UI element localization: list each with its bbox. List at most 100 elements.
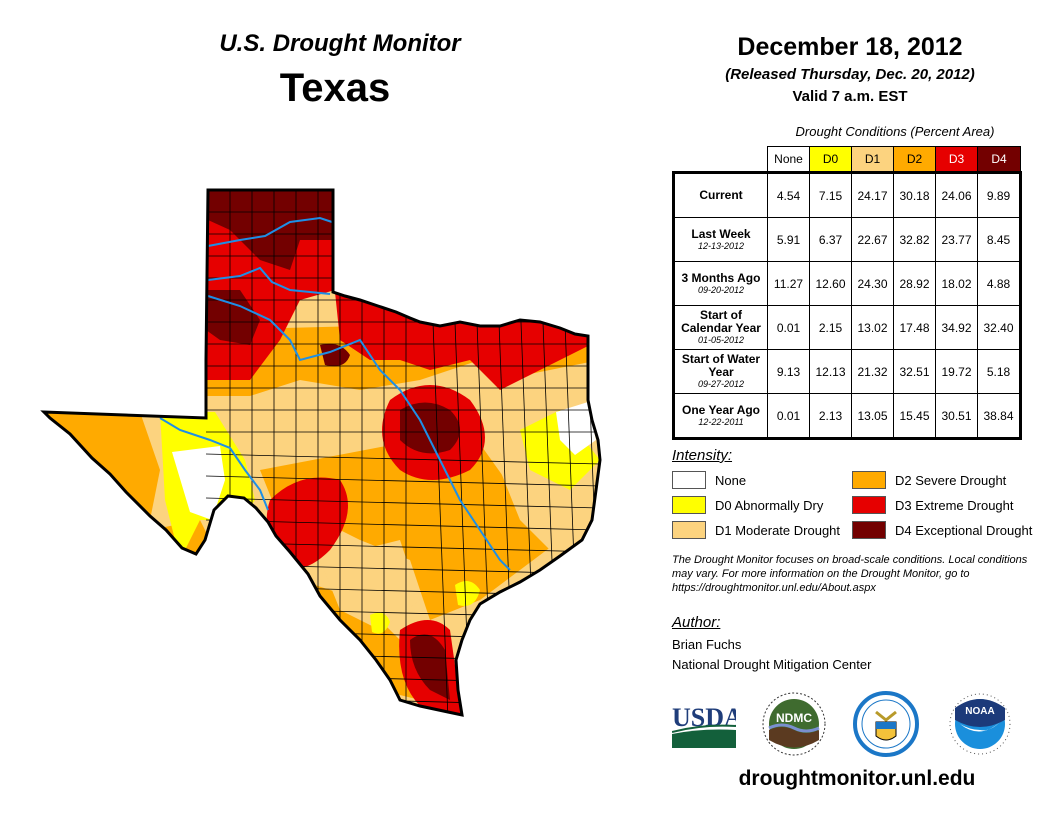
cell-d0: 7.15 xyxy=(809,171,852,218)
legend-label: D1 Moderate Drought xyxy=(715,522,841,538)
usda-logo-text: USDA xyxy=(672,703,736,732)
table-corner xyxy=(674,147,768,173)
noaa-logo: NOAA xyxy=(949,693,1011,755)
legend-swatch-d1 xyxy=(672,521,706,539)
commerce-seal-logo xyxy=(853,691,919,757)
row-label-date: 09-20-2012 xyxy=(697,284,745,295)
cell-d0: 12.13 xyxy=(809,349,852,394)
row-label-text: Start of Calendar Year xyxy=(681,308,761,335)
cell-d4: 4.88 xyxy=(977,261,1022,306)
map-date: December 18, 2012 xyxy=(737,33,963,61)
row-label-text: One Year Ago xyxy=(681,402,761,417)
cell-none: 0.01 xyxy=(767,393,810,440)
legend-item-d3: D3 Extreme Drought xyxy=(852,496,1014,514)
valid-time: Valid 7 a.m. EST xyxy=(792,88,908,105)
cell-d0: 6.37 xyxy=(809,217,852,262)
cell-d4: 8.45 xyxy=(977,217,1022,262)
cell-d2: 28.92 xyxy=(893,261,936,306)
cell-d3: 34.92 xyxy=(935,305,978,350)
noaa-logo-text: NOAA xyxy=(965,706,994,717)
region-d4 xyxy=(400,402,460,454)
legend-swatch-d3 xyxy=(852,496,886,514)
column-header-none: None xyxy=(767,146,810,173)
cell-d3: 19.72 xyxy=(935,349,978,394)
region-d4 xyxy=(410,634,450,700)
legend-item-none: None xyxy=(672,471,746,489)
row-label: One Year Ago 12-22-2011 xyxy=(672,393,768,440)
drought-regions xyxy=(44,190,600,728)
cell-d1: 13.02 xyxy=(851,305,894,350)
release-date: (Released Thursday, Dec. 20, 2012) xyxy=(725,66,975,83)
legend-label: D3 Extreme Drought xyxy=(895,497,1014,513)
cell-d1: 24.30 xyxy=(851,261,894,306)
row-label-date: 12-22-2011 xyxy=(698,416,744,427)
column-header-d1: D1 xyxy=(851,146,894,173)
region-d3 xyxy=(335,292,588,390)
row-label: Last Week 12-13-2012 xyxy=(672,217,768,262)
drought-conditions-table: None D0 D1 D2 D3 D4 Current 4.54 7.15 24.17 30.18… xyxy=(672,146,1022,440)
cell-none: 5.91 xyxy=(767,217,810,262)
row-label-text: Start of Water Year xyxy=(681,352,761,379)
region-d0 xyxy=(455,581,480,606)
column-header-d0: D0 xyxy=(809,146,852,173)
county-line xyxy=(205,453,600,465)
row-label: 3 Months Ago 09-20-2012 xyxy=(672,261,768,306)
cell-d4: 5.18 xyxy=(977,349,1022,394)
legend-item-d0: D0 Abnormally Dry xyxy=(672,496,823,514)
column-header-d2: D2 xyxy=(893,146,936,173)
ndmc-logo: NDMC xyxy=(762,692,826,756)
region-d0 xyxy=(370,612,390,634)
legend-swatch-d0 xyxy=(672,496,706,514)
cell-d4: 38.84 xyxy=(977,393,1022,440)
region-d4 xyxy=(206,290,260,345)
legend-swatch-none xyxy=(672,471,706,489)
legend-item-d4: D4 Exceptional Drought xyxy=(852,521,1032,539)
cell-d3: 18.02 xyxy=(935,261,978,306)
cell-d2: 32.82 xyxy=(893,217,936,262)
river-red-fork xyxy=(207,266,331,295)
cell-none: 11.27 xyxy=(767,261,810,306)
region-d1 xyxy=(320,540,420,630)
river-brazos xyxy=(207,295,511,571)
cell-d3: 23.77 xyxy=(935,217,978,262)
row-label-date: 01-05-2012 xyxy=(697,335,745,345)
cell-d0: 12.60 xyxy=(809,261,852,306)
row-label-text: 3 Months Ago xyxy=(681,270,761,285)
county-line xyxy=(205,497,600,509)
cell-d2: 32.51 xyxy=(893,349,936,394)
website-link[interactable]: droughtmonitor.unl.edu xyxy=(738,767,976,790)
row-label: Start of Water Year 09-27-2012 xyxy=(672,349,768,394)
table-row: One Year Ago 12-22-2011 0.01 2.13 13.05 15.45… xyxy=(672,393,1022,440)
row-label-date: 12-13-2012 xyxy=(697,240,745,251)
cell-d3: 30.51 xyxy=(935,393,978,440)
cell-d2: 15.45 xyxy=(893,393,936,440)
region-d0 xyxy=(520,410,600,490)
cell-d1: 22.67 xyxy=(851,217,894,262)
row-label-date: 09-27-2012 xyxy=(697,379,745,389)
disclaimer-note: The Drought Monitor focuses on broad-sca… xyxy=(672,554,1028,594)
row-label-text: Current xyxy=(699,188,743,202)
county-line xyxy=(205,519,600,531)
map-title: U.S. Drought Monitor xyxy=(219,30,461,57)
texas-drought-map xyxy=(42,188,602,728)
cell-d0: 2.15 xyxy=(809,305,852,350)
county-line xyxy=(205,475,600,487)
county-line xyxy=(206,718,600,728)
cell-d1: 24.17 xyxy=(851,171,894,218)
column-header-d4: D4 xyxy=(977,146,1021,173)
ndmc-logo-text: NDMC xyxy=(776,711,812,725)
region-none xyxy=(556,402,596,455)
river-pecos-rio-grande xyxy=(159,417,269,511)
column-header-d3: D3 xyxy=(935,146,978,173)
region-none xyxy=(172,446,225,520)
legend-label: D0 Abnormally Dry xyxy=(715,497,824,513)
cell-none: 9.13 xyxy=(767,349,810,394)
cell-d4: 9.89 xyxy=(977,171,1022,218)
region-d4 xyxy=(320,343,350,367)
row-label-text: Last Week xyxy=(691,226,751,241)
cell-d3: 24.06 xyxy=(935,171,978,218)
legend-label: D2 Severe Drought xyxy=(895,472,1007,488)
cell-d2: 30.18 xyxy=(893,171,936,218)
usda-logo: USDA xyxy=(672,703,736,748)
table-row: Start of Calendar Year 01-05-2012 0.01 2.15… xyxy=(672,305,1022,350)
